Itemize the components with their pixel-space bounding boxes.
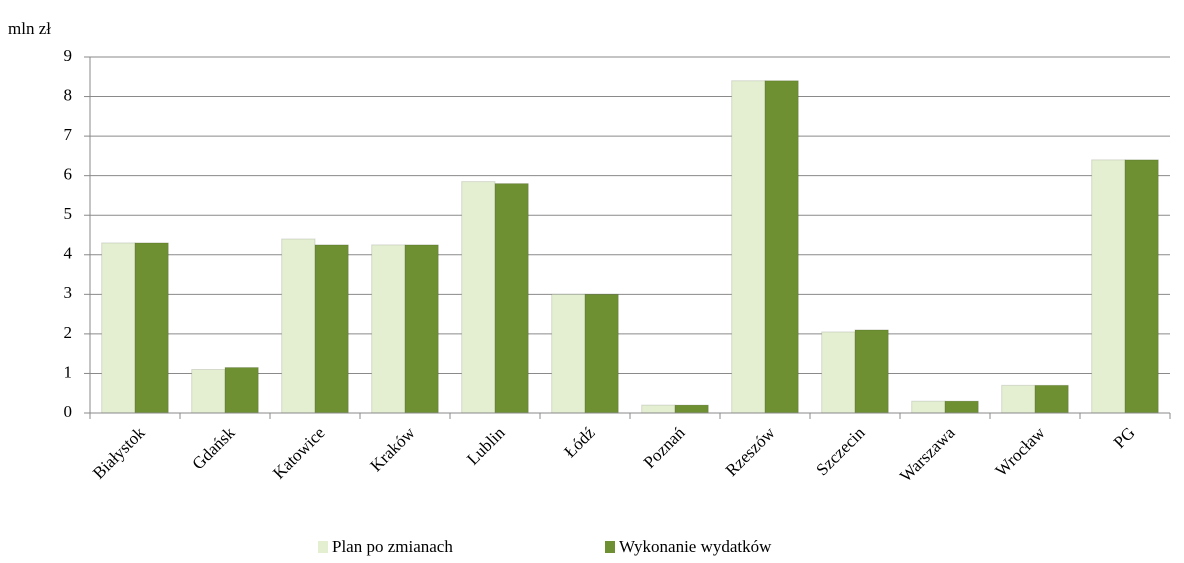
x-tick-label: Szczecin	[812, 423, 869, 480]
bar	[461, 181, 496, 414]
bar	[1124, 159, 1159, 414]
y-tick-label: 3	[64, 283, 73, 302]
bar	[731, 80, 766, 414]
bar	[101, 242, 136, 414]
x-tick-label: Warszawa	[896, 423, 959, 486]
legend-label: Plan po zmianach	[332, 537, 453, 556]
y-tick-label: 5	[64, 204, 73, 223]
x-tick-label: Rzeszów	[722, 423, 779, 480]
legend-label: Wykonanie wydatków	[619, 537, 772, 556]
bar	[281, 238, 316, 414]
x-tick-label: Gdańsk	[188, 423, 239, 474]
bar	[134, 242, 169, 414]
bar	[314, 244, 349, 414]
bar	[224, 367, 259, 414]
x-tick-label: PG	[1110, 423, 1139, 452]
bar	[404, 244, 439, 414]
bar	[641, 404, 676, 414]
x-tick-label: Katowice	[269, 423, 328, 482]
y-axis-label: mln zł	[8, 19, 51, 38]
legend-swatch	[605, 541, 615, 553]
bar	[674, 404, 709, 414]
bar	[1091, 159, 1126, 414]
bar	[764, 80, 799, 414]
bar	[191, 368, 226, 414]
y-tick-label: 8	[64, 85, 73, 104]
bar	[584, 293, 619, 414]
bar	[494, 183, 529, 414]
legend-swatch	[318, 541, 328, 553]
bar	[944, 400, 979, 414]
x-tick-label: Kraków	[366, 423, 419, 476]
y-tick-label: 6	[64, 165, 73, 184]
y-tick-label: 1	[64, 362, 73, 381]
bar	[371, 244, 406, 414]
y-tick-label: 4	[64, 244, 73, 263]
y-tick-label: 9	[64, 46, 73, 65]
x-tick-label: Wrocław	[992, 423, 1050, 481]
x-tick-label: Lublin	[463, 423, 509, 469]
bar	[1001, 384, 1036, 414]
bar	[551, 293, 586, 414]
bar	[1034, 384, 1069, 414]
x-tick-label: Poznań	[640, 423, 689, 472]
y-tick-label: 2	[64, 323, 73, 342]
y-tick-label: 7	[64, 125, 73, 144]
bar	[854, 329, 889, 414]
x-tick-label: Białystok	[89, 423, 149, 483]
x-tick-label: Łódź	[560, 423, 598, 461]
y-tick-label: 0	[64, 402, 73, 421]
bar	[911, 400, 946, 414]
bar	[821, 331, 856, 414]
